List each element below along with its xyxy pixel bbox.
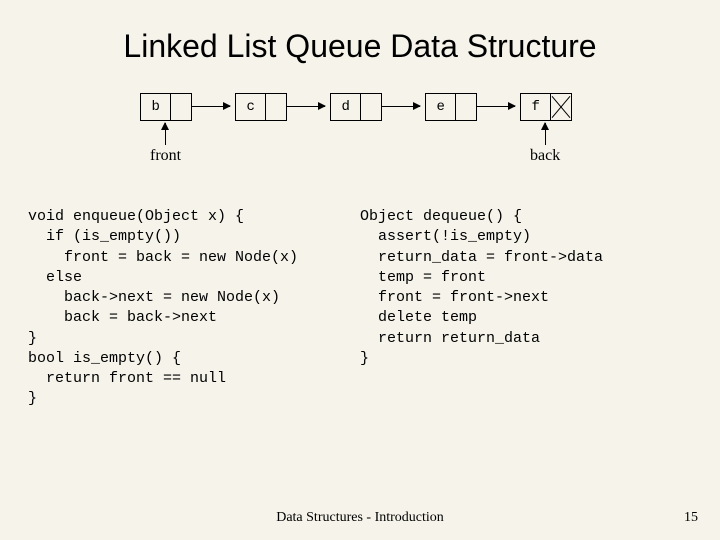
arrow-d-to-e: [382, 106, 420, 107]
node-b: b: [140, 93, 192, 121]
dequeue-code: Object dequeue() { assert(!is_empty) ret…: [360, 207, 692, 410]
arrow-c-to-d: [287, 106, 325, 107]
code-region: void enqueue(Object x) { if (is_empty())…: [0, 207, 720, 410]
arrow-b-to-c: [192, 106, 230, 107]
node-c-pointer: [266, 94, 286, 120]
back-label: back: [530, 147, 560, 165]
node-c-value: c: [236, 94, 266, 120]
node-e-pointer: [456, 94, 476, 120]
node-d-pointer: [361, 94, 381, 120]
back-pointer-arrow: [545, 123, 546, 145]
front-label: front: [150, 147, 181, 165]
page-title: Linked List Queue Data Structure: [0, 0, 720, 65]
node-d: d: [330, 93, 382, 121]
node-f: f: [520, 93, 572, 121]
node-e: e: [425, 93, 477, 121]
node-b-pointer: [171, 94, 191, 120]
node-d-value: d: [331, 94, 361, 120]
footer-text: Data Structures - Introduction: [0, 510, 720, 526]
arrow-e-to-f: [477, 106, 515, 107]
front-pointer-arrow: [165, 123, 166, 145]
node-f-null-pointer: [551, 94, 571, 120]
enqueue-code: void enqueue(Object x) { if (is_empty())…: [28, 207, 360, 410]
node-b-value: b: [141, 94, 171, 120]
linked-list-diagram: b c d e f front back: [60, 83, 660, 203]
node-e-value: e: [426, 94, 456, 120]
node-f-value: f: [521, 94, 551, 120]
page-number: 15: [684, 510, 698, 526]
node-c: c: [235, 93, 287, 121]
